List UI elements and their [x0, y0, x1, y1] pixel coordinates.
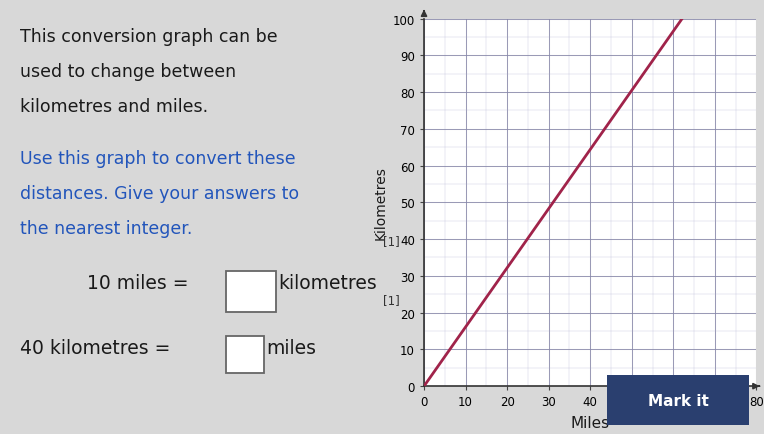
X-axis label: Miles: Miles: [571, 415, 610, 430]
FancyBboxPatch shape: [599, 374, 757, 427]
Text: the nearest integer.: the nearest integer.: [20, 219, 193, 237]
Text: kilometres: kilometres: [278, 273, 377, 293]
Text: distances. Give your answers to: distances. Give your answers to: [20, 184, 299, 202]
Text: This conversion graph can be: This conversion graph can be: [20, 28, 277, 46]
Text: used to change between: used to change between: [20, 63, 236, 81]
FancyBboxPatch shape: [226, 271, 276, 312]
Text: Mark it: Mark it: [648, 393, 708, 408]
Text: Use this graph to convert these: Use this graph to convert these: [20, 150, 296, 168]
Text: 10 miles =: 10 miles =: [87, 273, 189, 293]
Text: kilometres and miles.: kilometres and miles.: [20, 98, 208, 115]
FancyBboxPatch shape: [226, 336, 264, 373]
Text: [1]: [1]: [383, 293, 400, 306]
Text: [1]: [1]: [383, 234, 400, 247]
Y-axis label: Kilometres: Kilometres: [373, 166, 387, 240]
Text: miles: miles: [266, 339, 316, 358]
Text: 40 kilometres =: 40 kilometres =: [20, 339, 170, 358]
